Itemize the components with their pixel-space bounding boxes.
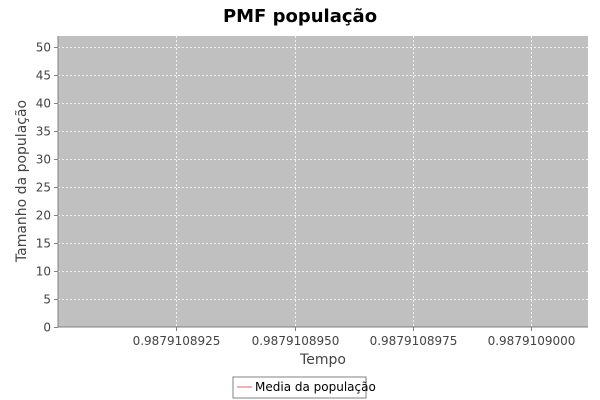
y-tick-label: 50 (36, 41, 51, 55)
chart-title: PMF população (223, 6, 377, 27)
y-tick-label: 25 (36, 181, 51, 195)
y-tick-label: 20 (36, 209, 51, 223)
x-tick-label: 0.9879108925 (133, 334, 221, 348)
y-tick-label: 35 (36, 125, 51, 139)
plot-area (58, 36, 588, 327)
y-tick-label: 15 (36, 237, 51, 251)
y-tick-label: 5 (43, 293, 51, 307)
x-axis-ticks: 0.9879108925 0.9879108950 0.9879108975 0.98… (133, 327, 576, 348)
y-tick-label: 0 (43, 321, 51, 335)
x-tick-label: 0.9879108950 (252, 334, 340, 348)
y-tick-label: 45 (36, 69, 51, 83)
y-tick-label: 40 (36, 97, 51, 111)
y-tick-label: 30 (36, 153, 51, 167)
legend-box (232, 376, 367, 399)
legend: Media da população (232, 376, 376, 399)
y-axis-label: Tamanho da população (14, 100, 30, 263)
grid-lines (58, 36, 588, 327)
y-tick-label: 10 (36, 265, 51, 279)
x-axis-label: Tempo (299, 352, 346, 368)
x-tick-label: 0.9879108975 (370, 334, 458, 348)
x-tick-label: 0.9879109000 (488, 334, 576, 348)
y-axis-ticks: 0 5 10 15 20 25 30 35 40 45 50 (36, 41, 58, 335)
legend-label: Media da população (255, 380, 376, 394)
